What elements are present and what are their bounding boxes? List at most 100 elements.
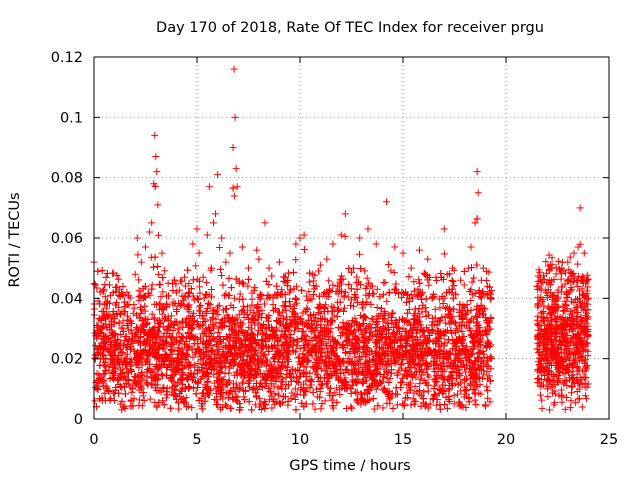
data-point-background — [157, 388, 165, 396]
data-point-background — [203, 279, 211, 287]
data-point-background — [239, 302, 247, 310]
data-point-background — [393, 401, 401, 409]
data-point-background — [239, 349, 247, 357]
data-point-background — [426, 400, 434, 408]
data-point-background — [135, 276, 143, 284]
data-point-background — [373, 304, 381, 312]
data-point-background — [395, 366, 403, 374]
data-point-background — [472, 357, 480, 365]
data-point-background — [370, 405, 378, 413]
data-point-background — [179, 296, 187, 304]
data-point-background — [235, 311, 243, 319]
data-point-background — [402, 366, 410, 374]
data-point-background — [368, 315, 376, 323]
data-point-background — [292, 256, 300, 264]
data-point-background — [219, 335, 227, 343]
data-point-background — [91, 281, 99, 289]
data-point-background — [194, 366, 202, 374]
data-point-background — [244, 303, 252, 311]
data-point-background — [449, 278, 457, 286]
data-point-background — [216, 244, 224, 252]
data-point-background — [169, 327, 177, 335]
data-point-background — [432, 401, 440, 409]
data-point-background — [182, 394, 190, 402]
data-point-background — [387, 393, 395, 401]
data-point-background — [291, 301, 299, 309]
data-point-background — [119, 403, 127, 411]
data-point-background — [119, 282, 127, 290]
data-point-background — [363, 377, 371, 385]
data-point-background — [302, 292, 310, 300]
data-point-background — [268, 404, 276, 412]
data-point-background — [255, 293, 263, 301]
data-point-background — [304, 297, 312, 305]
data-point-background — [123, 350, 131, 358]
data-point-background — [410, 278, 418, 286]
data-point-background — [121, 402, 129, 410]
data-point-background — [103, 304, 111, 312]
data-point-background — [183, 362, 191, 370]
data-point-background — [483, 383, 491, 391]
data-point-background — [153, 403, 161, 411]
data-point-background — [369, 315, 377, 323]
data-point-background — [422, 324, 430, 332]
data-point-background — [385, 378, 393, 386]
data-point-background — [305, 288, 313, 296]
data-point-background — [209, 321, 217, 329]
data-point-background — [306, 369, 314, 377]
data-point-background — [134, 251, 142, 259]
data-point-background — [348, 317, 356, 325]
data-point-background — [467, 297, 475, 305]
data-point-background — [390, 269, 398, 277]
data-point-background — [440, 250, 448, 258]
data-point-background — [107, 394, 115, 402]
data-point-background — [190, 317, 198, 325]
data-point-background — [153, 386, 161, 394]
data-point-background — [397, 334, 405, 342]
data-point-background — [410, 389, 418, 397]
data-point-background — [215, 301, 223, 309]
data-point-background — [445, 306, 453, 314]
data-point-background — [343, 405, 351, 413]
data-point-background — [425, 281, 433, 289]
data-point-background — [179, 333, 187, 341]
data-point-background — [161, 267, 169, 275]
data-point-background — [443, 355, 451, 363]
data-point-background — [150, 314, 158, 322]
data-point-background — [129, 309, 137, 317]
data-point-background — [230, 192, 238, 200]
data-point-background — [442, 319, 450, 327]
data-point-background — [200, 318, 208, 326]
data-point-background — [235, 296, 243, 304]
data-point-background — [236, 384, 244, 392]
data-point-background — [474, 331, 482, 339]
data-point-background — [484, 394, 492, 402]
data-point-background — [186, 383, 194, 391]
data-point-background — [486, 398, 494, 406]
data-point-background — [157, 293, 165, 301]
data-point-background — [223, 402, 231, 410]
data-point-background — [405, 306, 413, 314]
data-point-background — [309, 363, 317, 371]
data-point-background — [197, 302, 205, 310]
data-point-background — [190, 309, 198, 317]
data-point-background — [227, 301, 235, 309]
data-point-background — [431, 368, 439, 376]
data-point-background — [329, 281, 337, 289]
data-point-background — [319, 290, 327, 298]
data-point-background — [302, 377, 310, 385]
data-point-background — [267, 392, 275, 400]
data-point-background — [101, 293, 109, 301]
data-point-background — [417, 290, 425, 298]
data-point-background — [136, 396, 144, 404]
data-point-background — [158, 370, 166, 378]
data-point-background — [244, 282, 252, 290]
data-point-background — [231, 294, 239, 302]
data-point-background — [183, 302, 191, 310]
data-point-background — [236, 290, 244, 298]
data-point-background — [291, 385, 299, 393]
data-point-background — [119, 317, 127, 325]
data-point-background — [379, 404, 387, 412]
data-point-background — [485, 268, 493, 276]
